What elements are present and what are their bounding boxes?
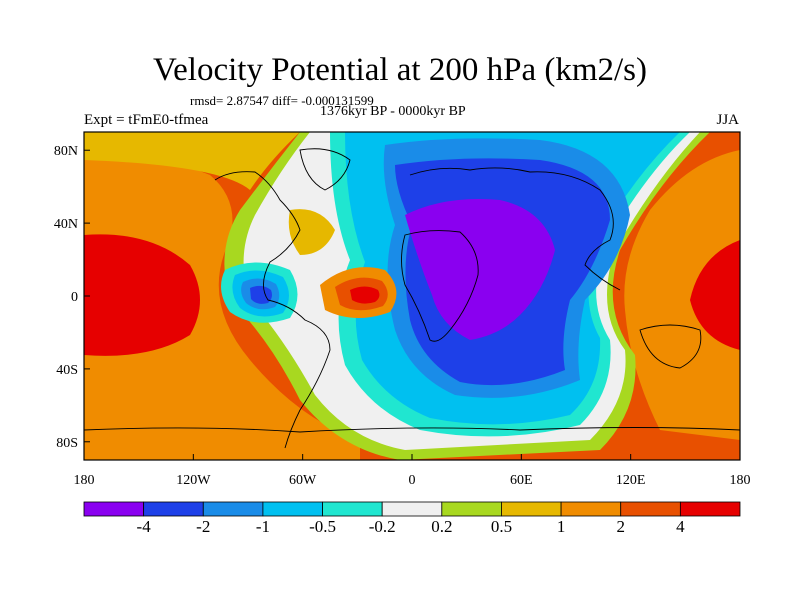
lon-tick-label: 60E (510, 473, 533, 488)
colorbar-swatch (441, 501, 502, 517)
lon-tick-label: 180 (74, 473, 95, 488)
coast-antarctica (84, 427, 740, 433)
colorbar-label: 1 (556, 517, 566, 536)
colorbar-label: -0.5 (309, 517, 336, 536)
plot-title: Velocity Potential at 200 hPa (km2/s) (152, 52, 648, 88)
core-red-west (84, 234, 200, 356)
colorbar-swatch (83, 501, 145, 517)
lon-tick-label: 120E (616, 473, 646, 488)
band-gold-north (84, 132, 300, 190)
diff-value: -0.000131599 (301, 93, 374, 108)
colorbar-label: 2 (616, 517, 625, 536)
diff-label: diff= (272, 93, 298, 108)
cell-red-atl (350, 286, 380, 304)
coast-australia (639, 324, 702, 369)
lon-tick-label: 180 (730, 473, 751, 488)
longitude-axis: 180 120W 60W 0 60E 120E 180 (74, 454, 751, 488)
lon-tick-label: 0 (409, 473, 416, 488)
season-label: JJA (716, 112, 739, 128)
colorbar (83, 501, 741, 517)
stats-line: rmsd= 2.87547 diff= -0.000131599 (190, 93, 374, 109)
colorbar-label: 0.2 (431, 517, 453, 536)
core-purple (405, 199, 555, 340)
lon-tick-label: 60W (289, 473, 317, 488)
lat-tick-label: 80S (56, 436, 78, 451)
colorbar-label: 4 (676, 517, 685, 536)
colorbar-swatch (620, 501, 681, 517)
lon-tick-label: 120W (176, 473, 211, 488)
cell-gold-npac (288, 209, 335, 255)
colorbar-swatch (381, 501, 443, 517)
rmsd-value: 2.87547 (226, 93, 269, 108)
colorbar-swatch (322, 501, 383, 517)
band-orange-east (624, 150, 740, 440)
colorbar-swatch (679, 501, 741, 517)
lat-tick-label: 40N (54, 217, 78, 232)
colorbar-swatch (501, 501, 562, 517)
core-red-east (690, 240, 740, 350)
colorbar-label: -0.2 (368, 517, 396, 536)
lat-tick-label: 0 (71, 290, 78, 305)
colorbar-swatch (202, 501, 264, 517)
lat-tick-label: 40S (56, 363, 78, 378)
colorbar-swatch (560, 501, 622, 517)
colorbar-swatch (143, 501, 204, 517)
colorbar-label: -2 (196, 517, 211, 536)
coast-americas (214, 171, 331, 449)
colorbar-label: -4 (136, 517, 151, 536)
lat-tick-label: 80N (54, 144, 78, 159)
contour-field (84, 132, 740, 460)
colorbar-label: -1 (255, 517, 270, 536)
cell-blue-ca (250, 285, 272, 304)
experiment-label: Expt = tFmE0-tfmea (84, 112, 209, 128)
colorbar-swatch (262, 501, 323, 517)
period-label: 1376kyr BP - 0000kyr BP (320, 104, 466, 119)
coast-africa (401, 230, 479, 342)
latitude-axis: 80N 40N 0 40S 80S (54, 144, 90, 451)
coastlines (84, 148, 740, 449)
coast-greenland (299, 148, 351, 191)
band-orange-west (84, 157, 360, 460)
colorbar-label: 0.5 (490, 517, 513, 536)
rmsd-label: rmsd= (190, 93, 224, 108)
coast-eurasia (409, 167, 621, 291)
